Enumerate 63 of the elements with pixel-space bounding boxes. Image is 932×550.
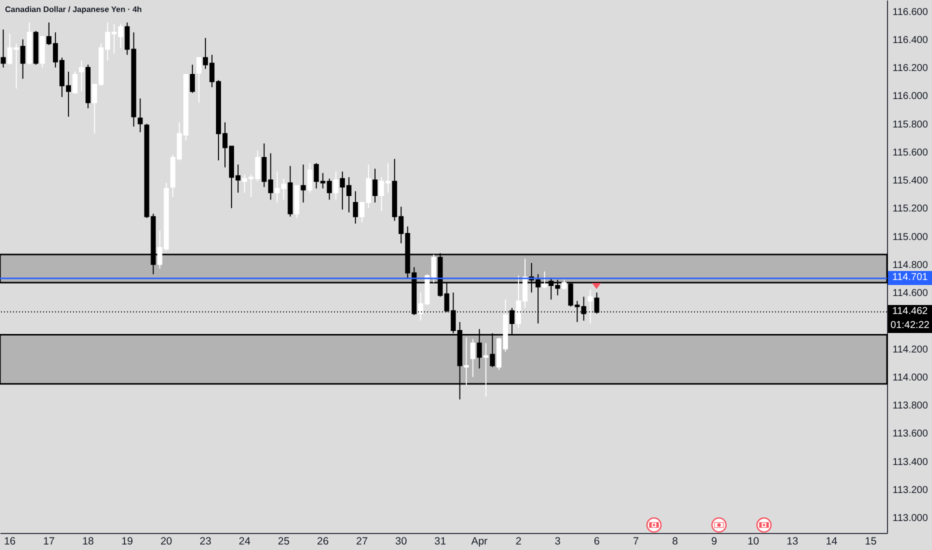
x-tick-label: 30 [395,536,408,548]
y-tick-label: 115.800 [892,119,928,130]
x-tick-label: 17 [43,536,55,548]
x-tick-label: 19 [121,536,134,548]
y-tick-label: 116.000 [892,91,928,102]
y-tick-label: 115.000 [892,232,928,243]
candlestick [372,168,378,204]
candlestick [588,289,593,324]
candlestick [0,29,6,68]
x-tick-label: 7 [632,536,639,548]
ref-line-label: 114.701 [888,271,932,286]
x-tick-label: 14 [826,536,838,548]
y-tick-label: 113.200 [892,484,928,496]
ref-line-label: 114.462 [888,304,932,319]
y-tick-label: 116.200 [892,63,928,74]
x-tick-label: 20 [160,536,172,548]
x-tick-label: 2 [516,536,522,548]
candlestick [352,190,358,224]
x-tick-label: 3 [554,536,561,548]
text: Canadian Dollar / Japanese Yen · 4h [5,5,142,14]
candlestick [464,337,469,386]
y-tick-label: 114.800 [892,260,928,271]
candlestick [190,64,195,94]
x-tick-label: 27 [356,536,368,548]
y-tick-label: 115.200 [892,204,928,215]
x-tick-label: 26 [317,536,329,548]
candlestick [562,279,567,290]
y-tick-label: 114.600 [892,288,928,300]
y-tick-label: 116.400 [892,34,928,46]
x-tick-label: 31 [434,536,446,548]
candlestick [483,342,488,398]
y-tick-label: 113.000 [892,513,928,524]
x-tick-label: 15 [864,536,877,548]
annotation: 01:42:22 [888,318,932,333]
y-tick-label: 113.600 [892,428,928,440]
y-tick-label: 115.400 [892,176,928,187]
y-tick-label: 116.600 [892,6,928,18]
x-tick-label: 18 [82,536,94,548]
y-tick-label: 114.200 [892,344,928,356]
candlestick [20,38,26,80]
y-tick-label: 113.400 [892,456,928,468]
candlestick [333,171,338,200]
x-tick-label: 10 [747,536,760,548]
candlestick [542,270,548,289]
x-tick-label: 8 [672,536,678,548]
x-tick-label: 9 [711,536,718,548]
candlestick [470,338,476,378]
candlestick [307,162,312,194]
x-tick-label: 25 [278,536,290,548]
x-tick-label: 6 [594,536,600,548]
x-tick-label: 16 [4,536,16,548]
y-tick-label: 113.800 [892,400,928,412]
candlestick [196,57,202,104]
candlestick [79,60,84,92]
x-tick-label: Apr [471,536,488,548]
x-tick-label: 13 [786,536,798,548]
candlestick [72,71,78,94]
candlestick [300,164,306,204]
x-tick-label: 23 [200,536,212,548]
y-tick-label: 115.600 [892,147,928,158]
candlestick [138,98,143,133]
y-tick-label: 114.000 [892,372,928,384]
x-tick-label: 24 [238,536,251,548]
